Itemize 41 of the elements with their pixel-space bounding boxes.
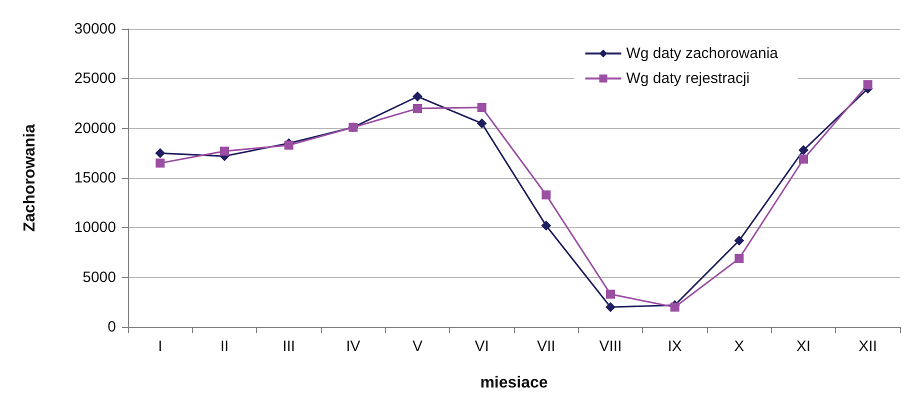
x-tick-label: IV [346, 338, 360, 355]
x-tick-label: I [158, 338, 162, 355]
point [413, 104, 422, 113]
y-tick-label: 5000 [82, 268, 116, 286]
point [412, 92, 422, 102]
point [734, 236, 744, 246]
point [220, 146, 229, 156]
point [476, 118, 487, 128]
point [155, 148, 166, 158]
point [799, 154, 808, 164]
x-tick-label: VI [474, 338, 489, 355]
point [477, 102, 486, 112]
point [606, 302, 616, 312]
x-tick-label: XI [796, 338, 811, 355]
point [798, 145, 808, 156]
point [606, 290, 615, 299]
point [156, 158, 165, 168]
y-tick-label: 0 [108, 318, 116, 336]
y-tick-label: 15000 [74, 170, 116, 186]
x-tick-label: VIII [599, 338, 622, 355]
legend-label: Wg daty rejestracji [626, 70, 750, 87]
y-tick-label: 25000 [74, 70, 116, 88]
point [670, 302, 680, 312]
x-axis-title: miesiace [480, 374, 548, 392]
x-tick-label: V [412, 338, 423, 355]
point [284, 140, 294, 150]
x-tick-label: XII [858, 338, 878, 355]
legend-label: Wg daty zachorowania [626, 45, 779, 62]
y-tick-label: 30000 [74, 20, 116, 38]
point [541, 220, 552, 231]
point [863, 80, 872, 90]
y-tick-label: 20000 [74, 120, 116, 137]
point [734, 254, 744, 263]
x-tick-label: III [282, 338, 296, 355]
y-tick-label: 10000 [74, 219, 116, 236]
x-tick-label: IX [668, 338, 682, 355]
x-tick-label: II [220, 338, 229, 355]
x-tick-label: VII [536, 338, 556, 355]
point [542, 190, 551, 200]
y-axis-title: Zachorowania [22, 124, 38, 232]
x-tick-label: X [734, 338, 744, 355]
